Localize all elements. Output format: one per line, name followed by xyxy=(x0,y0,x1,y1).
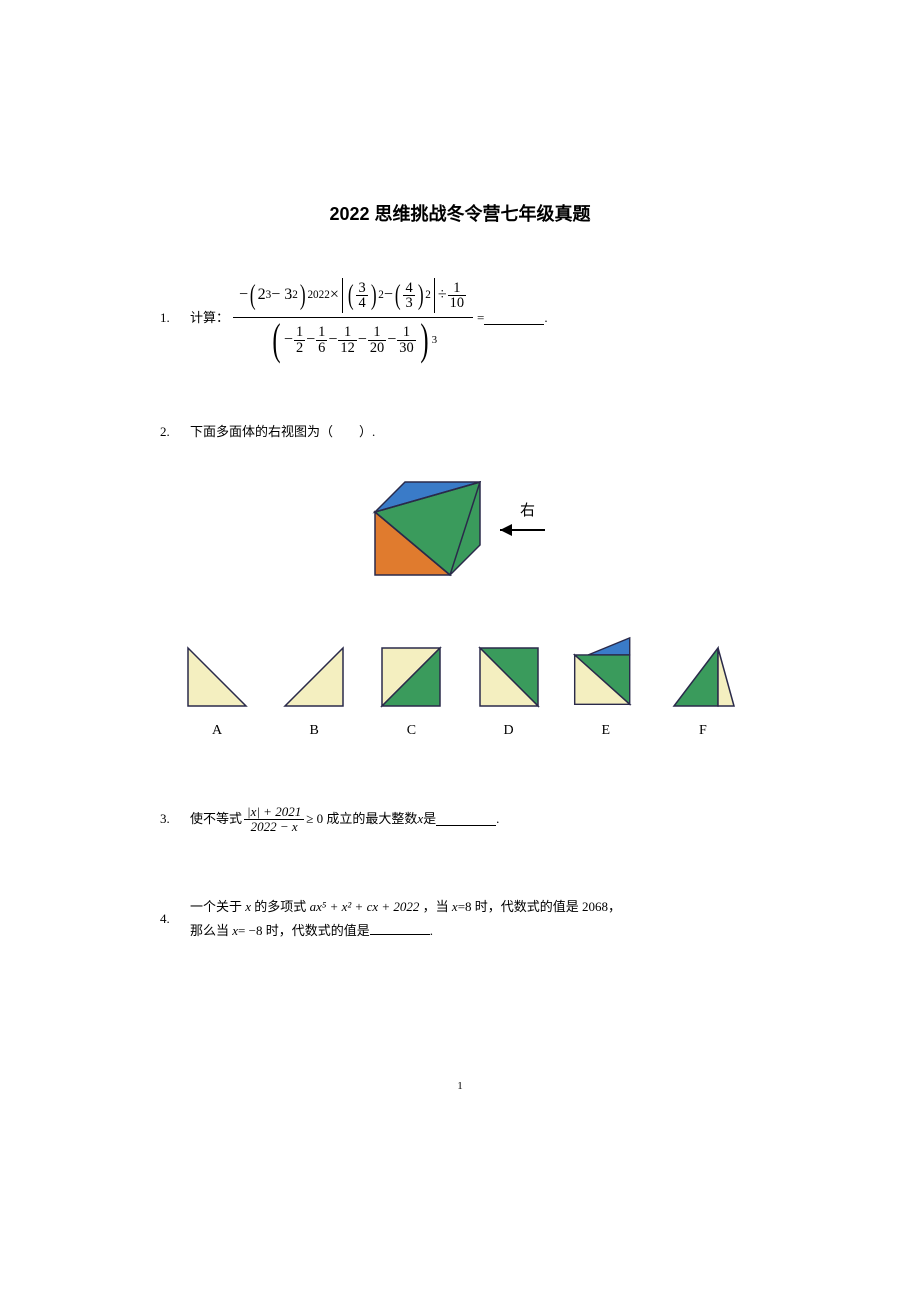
option-b-figure xyxy=(277,638,351,712)
denominator: ( − 12 − 16 − 112 − 120 − 130 )3 xyxy=(263,320,443,360)
problem-number: 2. xyxy=(160,420,190,445)
inequality-fraction: |x| + 2021 2022 − x xyxy=(244,805,304,835)
polyhedron-svg: 右 xyxy=(340,460,580,610)
option-f-figure xyxy=(666,638,740,712)
problem-4: 4. 一个关于 x 的多项式 ax⁵ + x² + cx + 2022 ，当 x… xyxy=(160,895,760,944)
option-label: E xyxy=(569,718,643,745)
answer-blank xyxy=(370,922,430,935)
period: . xyxy=(544,306,547,331)
option-e-figure xyxy=(569,638,643,712)
problem-number: 3. xyxy=(160,807,190,832)
page-number: 1 xyxy=(457,1080,463,1092)
problem-2: 2. 下面多面体的右视图为（ ）. xyxy=(160,420,760,745)
answer-blank xyxy=(436,813,496,826)
option-label: C xyxy=(374,718,448,745)
answer-blank xyxy=(484,312,544,325)
numerator: −(23 − 32)2022 × (34)2 − (43)2 ÷ 110 xyxy=(233,276,473,315)
problem-text: 下面多面体的右视图为（ ）. xyxy=(190,420,375,445)
problem-lead: 计算： xyxy=(190,306,229,331)
problem-3: 3. 使不等式 |x| + 2021 2022 − x ≥ 0 成立的最大整数 … xyxy=(160,805,760,835)
problem-lead: 使不等式 xyxy=(190,807,242,832)
equals: = xyxy=(477,306,484,331)
option-label: A xyxy=(180,718,254,745)
exam-page: 2022 思维挑战冬令营七年级真题 1. 计算： −(23 − 32)2022 … xyxy=(160,200,760,1004)
option-label: B xyxy=(277,718,351,745)
problem-number: 1. xyxy=(160,306,190,331)
options-row xyxy=(180,638,740,712)
problem-mid: ≥ 0 成立的最大整数 xyxy=(306,807,417,832)
problem-number: 4. xyxy=(160,907,190,932)
math-fraction: −(23 − 32)2022 × (34)2 − (43)2 ÷ 110 xyxy=(233,276,473,360)
problem-body: 一个关于 x 的多项式 ax⁵ + x² + cx + 2022 ，当 x=8 … xyxy=(190,895,760,944)
page-title: 2022 思维挑战冬令营七年级真题 xyxy=(160,200,760,226)
period: . xyxy=(496,807,499,832)
option-label: D xyxy=(472,718,546,745)
polyhedron-figure: 右 xyxy=(340,460,580,619)
option-a-figure xyxy=(180,638,254,712)
problem-1: 1. 计算： −(23 − 32)2022 × (34)2 − (43)2 ÷ … xyxy=(160,276,760,360)
option-label: F xyxy=(666,718,740,745)
option-d-figure xyxy=(472,638,546,712)
polynomial: ax⁵ + x² + cx + 2022 xyxy=(310,899,420,914)
option-c-figure xyxy=(374,638,448,712)
option-labels: A B C D E F xyxy=(180,718,740,745)
view-direction-label: 右 xyxy=(520,502,535,519)
problem-tail: 是 xyxy=(423,807,436,832)
